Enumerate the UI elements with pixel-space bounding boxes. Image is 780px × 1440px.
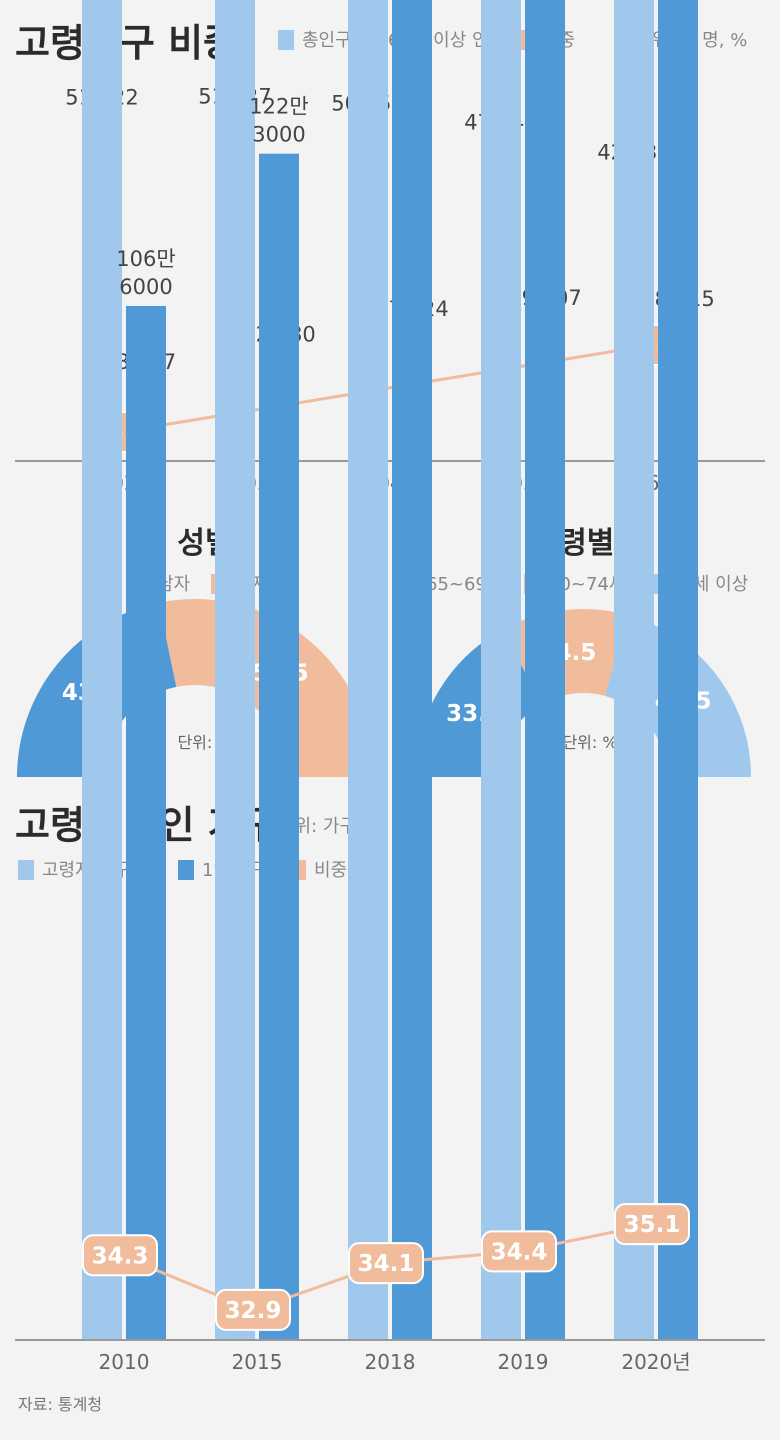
bar-elderly-households — [614, 0, 654, 1340]
bar-value-label: 3000 — [252, 123, 305, 147]
legend-swatch — [18, 860, 34, 880]
bar-elderly-households — [215, 0, 255, 1340]
x-tick-label: 2010 — [99, 1350, 150, 1374]
ratio-label-box — [82, 1234, 158, 1277]
bar-value-label: 6000 — [119, 275, 172, 299]
bar-single-households — [525, 0, 565, 1341]
bar-single-households — [126, 305, 166, 1341]
ratio-label: 34.1 — [358, 1251, 415, 1277]
ratio-label: 32.9 — [225, 1298, 282, 1324]
bar-value-label: 122만 — [249, 95, 308, 119]
ratio-label: 35.1 — [624, 1212, 681, 1238]
ratio-label: 34.3 — [92, 1243, 149, 1269]
ratio-label-box — [215, 1288, 291, 1331]
x-tick-label: 2020년 — [621, 1350, 690, 1374]
bar-elderly-households — [481, 0, 521, 1340]
bar-single-households — [259, 153, 299, 1341]
x-tick-label: 2015 — [232, 1350, 283, 1374]
legend-label: 비중 — [314, 860, 347, 881]
ratio-label-box — [481, 1230, 557, 1273]
ratio-label-box — [348, 1242, 424, 1285]
x-tick-label: 2019 — [498, 1350, 549, 1374]
bar-single-households — [392, 0, 432, 1341]
legend-label: 총인구 — [302, 30, 352, 51]
x-tick-label: 2018 — [365, 1350, 416, 1374]
bar-single-households — [658, 0, 698, 1341]
bar-elderly-households — [82, 0, 122, 1340]
ratio-label-box — [614, 1203, 690, 1246]
ratio-label: 34.4 — [491, 1239, 548, 1265]
bar-value-label: 106만 — [116, 247, 175, 271]
legend-swatch — [278, 30, 294, 50]
legend-swatch — [178, 860, 194, 880]
source-label: 자료: 통계청 — [18, 1395, 102, 1414]
legend-label: 70~74세 — [548, 574, 625, 595]
unit-label: 단위: % — [562, 733, 617, 752]
chart-title: 고령인구 비중 — [15, 21, 238, 65]
bar-elderly-households — [348, 0, 388, 1340]
